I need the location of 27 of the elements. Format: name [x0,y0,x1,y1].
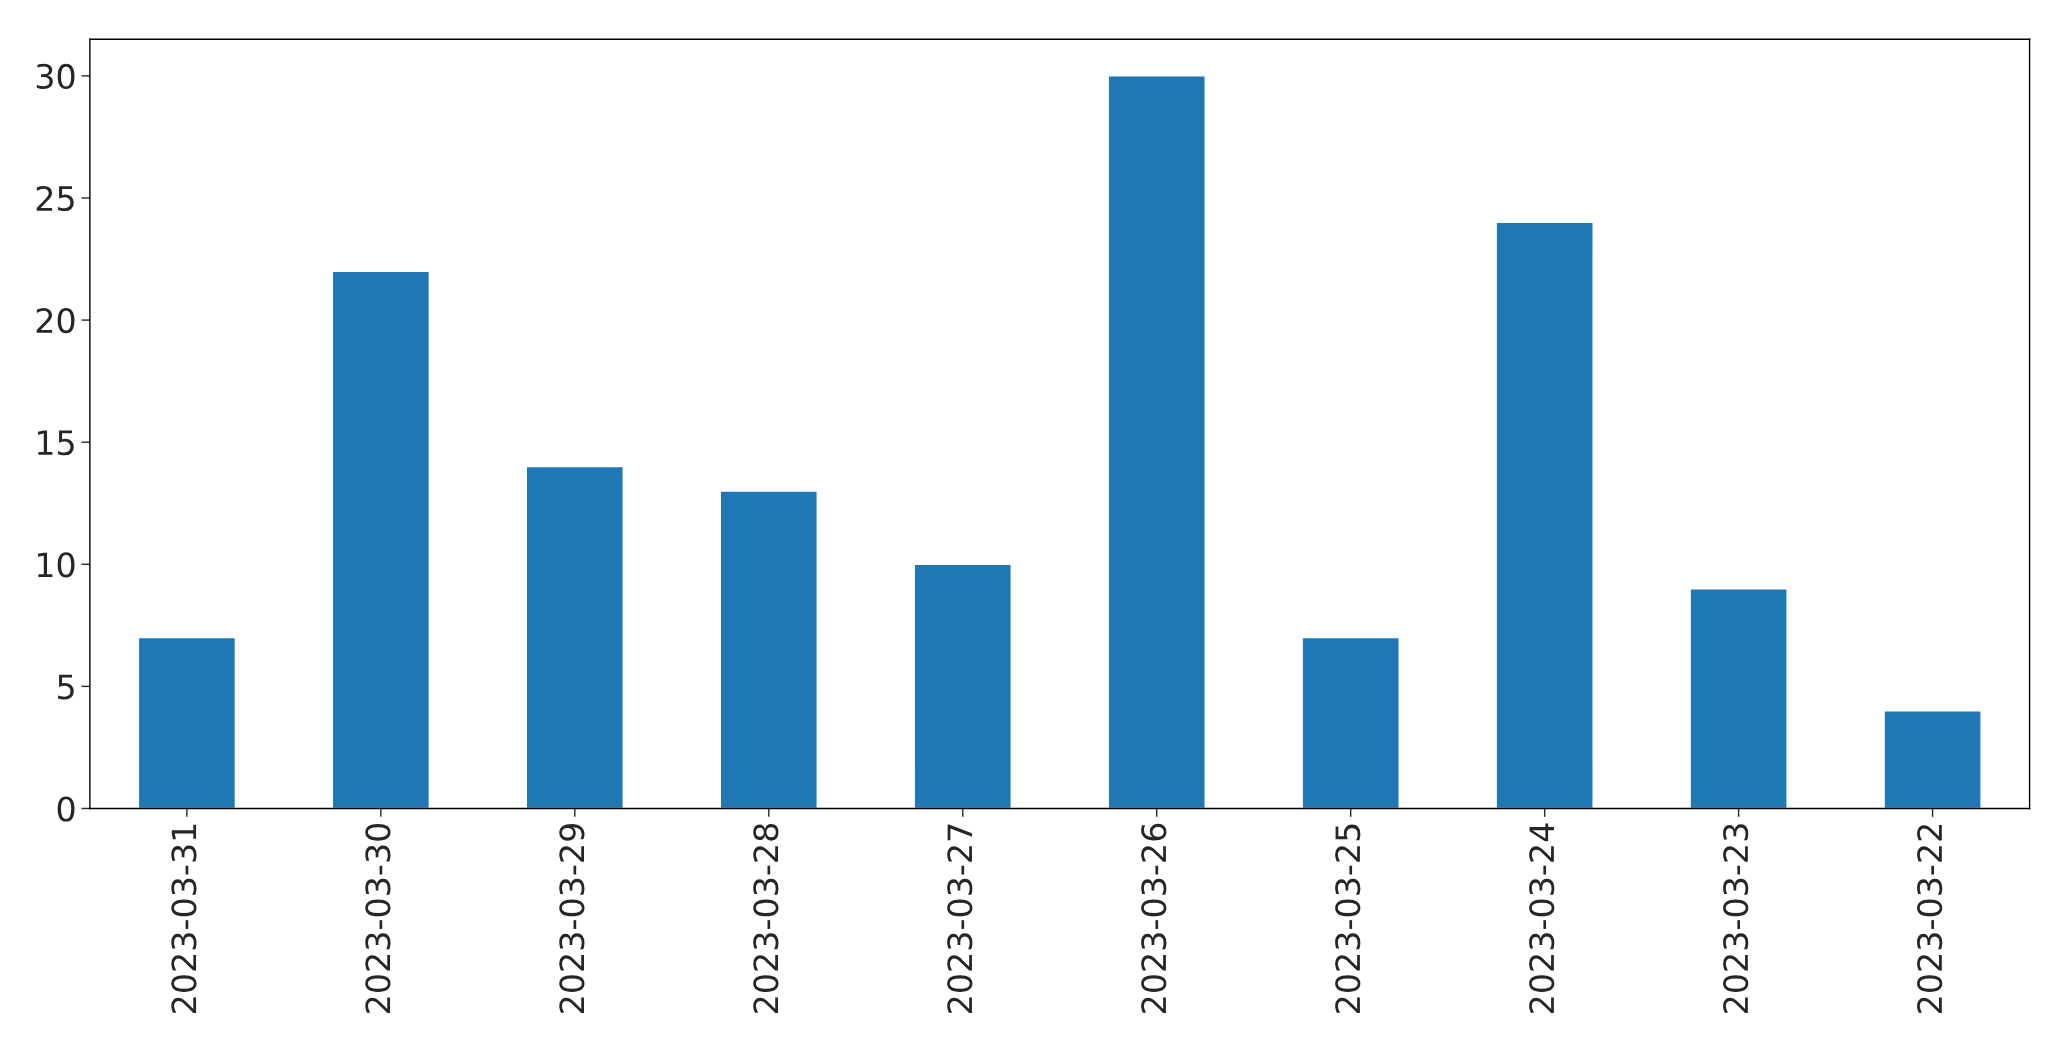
x-tick-label: 2023-03-30 [365,823,391,1013]
bar [913,563,1012,809]
x-tick-label: 2023-03-26 [1141,823,1167,1013]
bar [1107,75,1206,809]
x-tick-label: 2023-03-23 [1723,824,1749,1013]
y-tick-label: 30 [36,63,75,90]
y-tick-label: 0 [57,796,75,822]
bar [1883,710,1982,809]
bar [1301,636,1400,809]
x-tick-label: 2023-03-22 [1917,825,1943,1013]
y-tick-label: 25 [36,185,74,212]
bar [1495,221,1594,809]
y-tick-label: 5 [58,674,74,700]
y-tick-label: 20 [36,308,75,334]
bar [331,270,431,809]
x-tick-label: 2023-03-28 [753,823,779,1013]
bar [525,465,624,809]
y-tick-label: 10 [37,552,75,578]
x-tick-label: 2023-03-24 [1529,823,1555,1013]
x-tick-label: 2023-03-31 [171,824,197,1013]
bar [137,636,237,809]
bar [719,490,818,809]
x-tick-label: 2023-03-29 [559,824,585,1013]
x-tick-label: 2023-03-25 [1335,824,1361,1013]
y-tick-label: 15 [37,430,74,456]
x-tick-label: 2023-03-27 [947,824,973,1013]
bar [1689,588,1788,809]
